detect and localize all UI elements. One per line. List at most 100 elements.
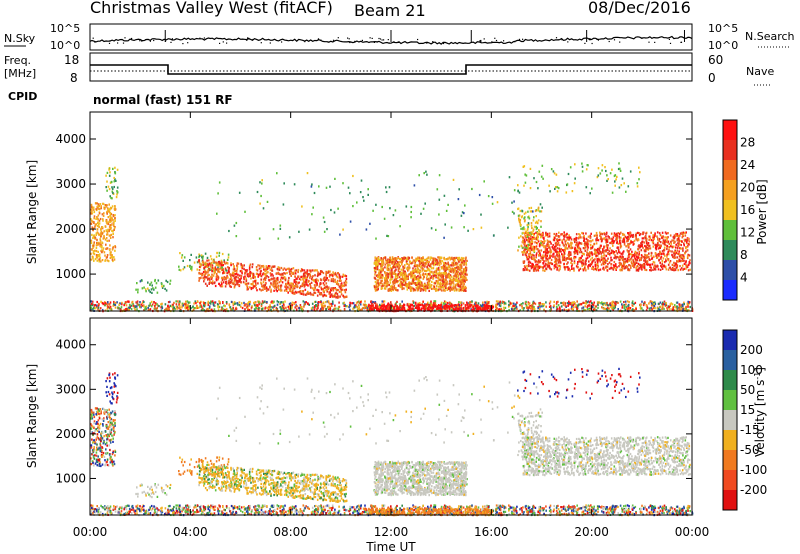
power-cell (210, 281, 213, 284)
power-cell (325, 274, 328, 277)
power-cell (641, 266, 644, 269)
power-cell (610, 251, 612, 255)
power-cell (288, 304, 291, 307)
power-cell (629, 242, 631, 245)
power-cell (646, 263, 649, 266)
power-cell (675, 266, 678, 269)
power-cell (596, 238, 599, 242)
power-cell (100, 232, 102, 235)
power-cell (280, 273, 282, 276)
power-cell (401, 287, 404, 290)
power-cell (574, 249, 577, 252)
power-cell (302, 274, 305, 277)
power-cell (657, 238, 659, 241)
power-cell (327, 288, 329, 291)
power-cell (669, 260, 672, 263)
power-cell (222, 264, 224, 267)
power-cell (568, 250, 570, 254)
power-cell (102, 237, 105, 240)
power-cell (111, 186, 113, 189)
power-cell (538, 170, 541, 173)
power-cell (203, 273, 206, 276)
power-cell (145, 307, 147, 310)
power-cell (587, 300, 590, 303)
power-cell (315, 278, 318, 281)
power-cell (444, 274, 447, 277)
power-cell (627, 235, 630, 238)
power-cell (326, 290, 328, 293)
power-cell (553, 232, 556, 236)
power-cell (137, 291, 139, 294)
power-cell (155, 308, 157, 311)
power-cell (602, 248, 604, 251)
power-cell (569, 236, 571, 239)
power-cell (589, 236, 592, 239)
noise-search-point (443, 42, 445, 45)
freq-panel: Freq. [MHz] 18 8 60 0 Nave (4, 52, 774, 86)
power-cell (389, 264, 391, 267)
power-cell (386, 282, 389, 285)
power-cell (621, 258, 624, 261)
power-cell (640, 256, 643, 259)
power-cell (418, 284, 421, 287)
power-cell (461, 289, 463, 292)
power-cell (261, 285, 263, 288)
power-cell (304, 288, 307, 291)
power-cell (549, 254, 552, 257)
power-cell (526, 231, 529, 234)
power-cell (239, 270, 242, 273)
power-cell (314, 274, 316, 277)
power-cell (445, 279, 447, 282)
power-cell (520, 244, 523, 247)
power-cell (183, 266, 186, 269)
power-cell (446, 280, 449, 283)
power-cell (452, 269, 454, 272)
power-cell (547, 250, 549, 254)
power-cell (557, 235, 559, 238)
power-cell (659, 241, 662, 244)
power-cell (559, 265, 562, 268)
power-cell (611, 168, 613, 171)
power-cell (546, 251, 548, 254)
power-cell (594, 258, 596, 261)
power-cell (639, 171, 641, 174)
power-cell (581, 252, 584, 255)
power-cell (257, 273, 260, 276)
power-cell (97, 232, 100, 235)
power-cell (245, 277, 247, 280)
power-cell (669, 250, 671, 253)
power-cell (598, 246, 601, 249)
power-cell (311, 293, 314, 296)
power-cell (530, 245, 532, 248)
power-cell (94, 237, 97, 240)
power-cell (566, 236, 568, 239)
power-cell (393, 265, 395, 268)
power-cell (539, 254, 542, 257)
power-cell (609, 172, 612, 175)
power-cell (581, 162, 583, 165)
power-cell (344, 296, 346, 299)
power-cell (546, 258, 549, 261)
power-cell (278, 266, 281, 269)
power-cell (581, 264, 583, 267)
power-cell (243, 276, 245, 279)
power-cell (273, 280, 276, 283)
power-cell (227, 256, 230, 259)
power-cell (329, 270, 331, 273)
power-cell (438, 269, 441, 272)
power-cell (567, 238, 569, 241)
power-cell (465, 266, 468, 270)
power-cell (419, 274, 421, 277)
power-cell (605, 266, 607, 269)
power-cell (414, 289, 417, 292)
power-cell (258, 288, 261, 291)
power-cell (607, 263, 609, 266)
power-cell (198, 272, 201, 275)
power-cell (108, 203, 110, 206)
power-cell (457, 283, 459, 286)
noise-right-tick-top: 10^5 (708, 22, 738, 35)
noise-search-point (354, 40, 356, 42)
power-cell (653, 255, 655, 258)
power-cell (541, 244, 543, 247)
power-cell (391, 273, 394, 276)
